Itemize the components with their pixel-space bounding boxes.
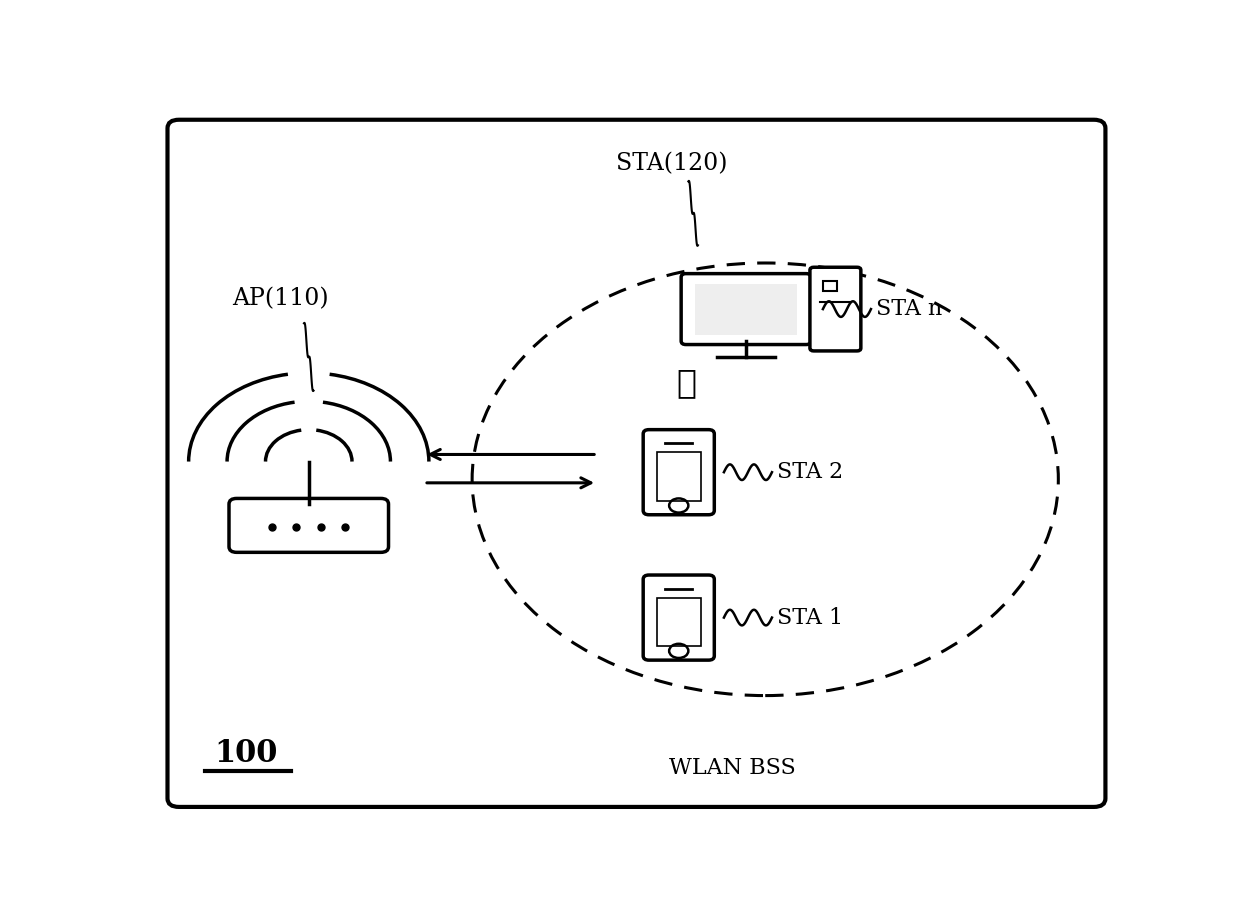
Text: STA(120): STA(120)	[616, 152, 728, 175]
Bar	[657, 598, 701, 646]
Bar	[657, 452, 701, 500]
Text: 100: 100	[215, 738, 278, 768]
FancyBboxPatch shape	[681, 274, 811, 344]
FancyBboxPatch shape	[644, 429, 714, 515]
Text: STA 1: STA 1	[776, 607, 843, 628]
Text: STA 2: STA 2	[776, 461, 843, 484]
Text: ⋮: ⋮	[677, 367, 697, 400]
Bar	[823, 282, 837, 291]
Bar	[694, 284, 797, 334]
FancyBboxPatch shape	[229, 498, 388, 553]
FancyBboxPatch shape	[810, 267, 861, 351]
FancyBboxPatch shape	[167, 120, 1105, 807]
FancyBboxPatch shape	[644, 575, 714, 660]
Text: AP(110): AP(110)	[232, 287, 329, 310]
Text: WLAN BSS: WLAN BSS	[670, 756, 796, 778]
Text: STA n: STA n	[875, 298, 942, 321]
